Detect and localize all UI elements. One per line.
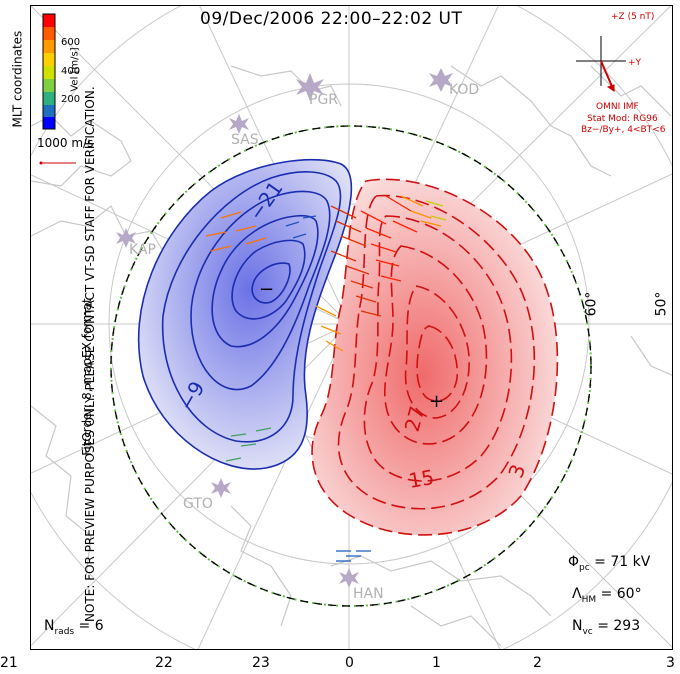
lambda-sub: HM (581, 594, 597, 605)
phi-value: = 71 kV (589, 554, 651, 570)
station-label-gto: GTO (183, 496, 213, 512)
lambda-value: = 60° (596, 586, 642, 602)
phi-sub: pc (579, 562, 590, 573)
nvc-value: = 293 (592, 618, 641, 634)
colorbar-label: Vel [m/s] (69, 47, 81, 92)
station-label-sas: SAS (231, 132, 259, 148)
mlt-tick-22: 22 (155, 655, 173, 671)
velocity-colorbar (42, 13, 56, 130)
imf-bz-label: +Z (5 nT) (611, 12, 655, 22)
colorbar-tick-200: 200 (61, 94, 81, 105)
mlt-tick-21: 21 (0, 655, 18, 671)
station-label-kap: KAP (129, 242, 156, 258)
colorbar-tick-600: 600 (61, 37, 81, 48)
nvc-symbol: N (572, 618, 583, 634)
imf-source: OMNI IMF (596, 102, 639, 112)
coastlines (31, 65, 672, 647)
positive-potential-cell (311, 178, 559, 536)
velocity-vectors (205, 195, 447, 562)
mlt-tick-3: 3 (666, 655, 675, 671)
convection-map: − + −21 −9 27 15 3 (30, 5, 673, 650)
negative-potential-cell (137, 158, 353, 470)
imf-dial (576, 36, 626, 92)
coord-system-label: MLT coordinates (10, 30, 25, 128)
latitude-label-50: 50° (653, 291, 670, 317)
colorbar-tick-400: 400 (61, 66, 81, 77)
hm-latitude: ΛHM = 60° (572, 586, 642, 605)
station-label-pgr: PGR (309, 92, 339, 108)
mlt-tick-23: 23 (252, 655, 270, 671)
station-label-han: HAN (353, 586, 384, 602)
radar-count: Nrads = 6 (44, 618, 104, 637)
vector-count: Nvc = 293 (572, 618, 640, 637)
station-label-kod: KOD (449, 82, 480, 98)
hm-boundary (110, 125, 592, 607)
polar-plot: − + −21 −9 27 15 3 (31, 6, 672, 649)
imf-by-label: +Y (628, 58, 642, 68)
contour-label-pos-15: 15 (407, 465, 436, 493)
mlt-tick-0: 0 (345, 655, 354, 671)
stat-model-line2: Bz−/By+, 4<BT<6 (581, 125, 666, 135)
map-title: 09/Dec/2006 22:00–22:02 UT (200, 9, 463, 29)
latitude-label-60: 60° (583, 291, 600, 317)
stat-model-line1: Stat Mod: RG96 (587, 114, 658, 124)
nrads-symbol: N (44, 618, 55, 634)
fit-order-note: FitOrder: 8, mapEX format (80, 298, 94, 456)
reference-vector-label: 1000 m/s (37, 136, 94, 150)
mlt-tick-2: 2 (533, 655, 542, 671)
nvc-sub: vc (582, 626, 593, 637)
reference-vector (39, 161, 76, 165)
nrads-value: = 6 (74, 618, 104, 634)
nrads-sub: rads (54, 626, 75, 637)
station-markers (116, 68, 453, 588)
mlt-tick-1: 1 (432, 655, 441, 671)
phi-symbol: Φ (568, 554, 580, 570)
cross-polar-potential: Φpc = 71 kV (568, 554, 650, 573)
potential-min-marker: − (259, 279, 274, 300)
potential-max-marker: + (429, 391, 444, 412)
lambda-symbol: Λ (572, 586, 582, 602)
